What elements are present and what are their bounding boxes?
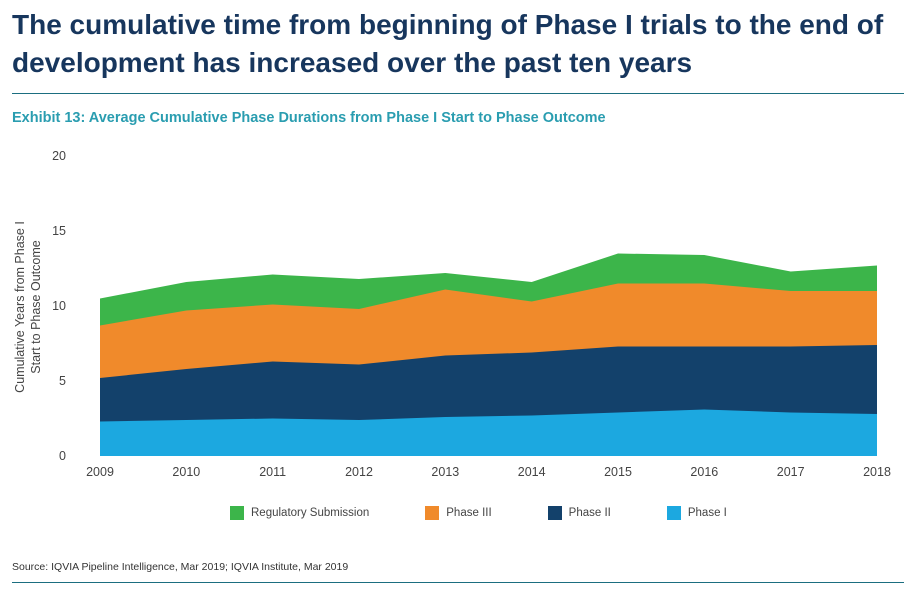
y-tick-label: 10 — [52, 299, 66, 313]
x-tick-label: 2011 — [259, 465, 286, 479]
legend-item-phase2: Phase II — [547, 506, 611, 520]
area-phase-i — [100, 409, 877, 456]
x-tick-label: 2009 — [86, 465, 114, 479]
legend-item-regulatory: Regulatory Submission — [230, 506, 369, 520]
source-note: Source: IQVIA Pipeline Intelligence, Mar… — [12, 561, 349, 573]
x-tick-label: 2010 — [172, 465, 200, 479]
legend-label-regulatory: Regulatory Submission — [251, 507, 370, 519]
x-tick-label: 2014 — [518, 465, 546, 479]
legend-label-phase3: Phase III — [446, 507, 492, 519]
y-tick-label: 5 — [59, 374, 66, 388]
area-chart: 0 5 10 15 20 2009 2010 2011 2012 2013 2014 2015 201… — [13, 149, 891, 479]
chart-legend: Regulatory Submission Phase III Phase II… — [230, 506, 783, 520]
y-axis-label-line2: Start to Phase Outcome — [29, 240, 43, 373]
legend-swatch-phase2 — [547, 506, 562, 520]
x-tick-label: 2015 — [604, 465, 632, 479]
y-tick-label: 20 — [52, 149, 66, 163]
legend-label-phase2: Phase II — [568, 507, 611, 519]
legend-item-phase1: Phase I — [666, 506, 727, 520]
legend-swatch-phase1 — [666, 506, 681, 520]
x-tick-label: 2017 — [777, 465, 805, 479]
x-axis-ticks: 2009 2010 2011 2012 2013 2014 2015 2016 2017 2018 — [86, 465, 891, 479]
y-tick-label: 15 — [52, 224, 66, 238]
x-tick-label: 2016 — [690, 465, 718, 479]
page-title: The cumulative time from beginning of Ph… — [12, 9, 884, 78]
y-axis-label-line1: Cumulative Years from Phase I — [13, 221, 27, 393]
legend-label-phase1: Phase I — [687, 507, 727, 519]
bottom-divider — [12, 582, 904, 583]
x-tick-label: 2013 — [431, 465, 459, 479]
legend-item-phase3: Phase III — [425, 506, 492, 520]
exhibit-title: Exhibit 13: Average Cumulative Phase Dur… — [12, 110, 606, 126]
area-series-group — [100, 253, 877, 456]
y-axis-ticks: 0 5 10 15 20 — [52, 149, 66, 463]
legend-swatch-phase3 — [425, 506, 440, 520]
x-tick-label: 2012 — [345, 465, 373, 479]
top-divider — [12, 93, 904, 94]
y-tick-label: 0 — [59, 449, 66, 463]
x-tick-label: 2018 — [863, 465, 891, 479]
legend-swatch-regulatory — [230, 506, 244, 520]
